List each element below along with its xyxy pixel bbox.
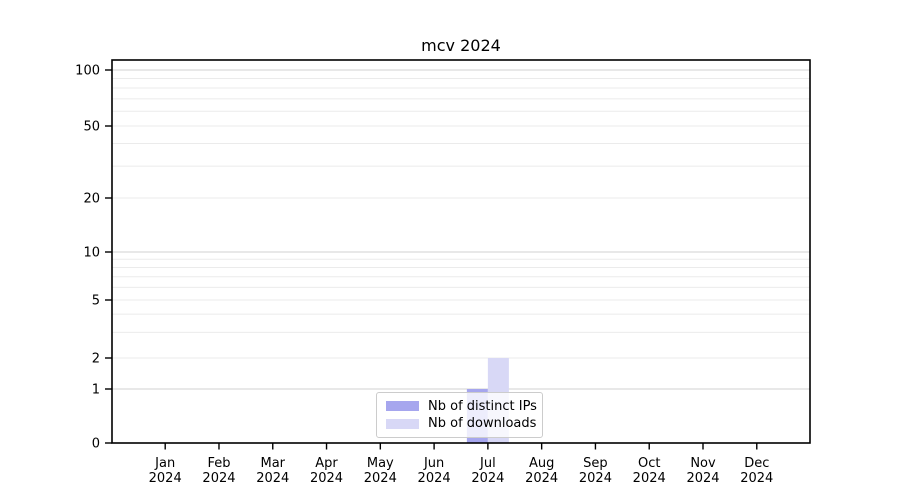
y-tick-label-50: 50 [83, 120, 100, 135]
x-tick-year-jul: 2024 [471, 471, 504, 486]
y-tick-label-1: 1 [92, 383, 100, 398]
legend-item-distinct-ips: Nb of distinct IPs [386, 399, 537, 414]
x-tick-year-dec: 2024 [740, 471, 773, 486]
y-tick-label-0: 0 [92, 437, 100, 452]
y-tick-label-5: 5 [92, 294, 100, 309]
x-tick-year-may: 2024 [364, 471, 397, 486]
x-tick-label-oct: Oct [638, 456, 660, 471]
x-tick-label-apr: Apr [315, 456, 338, 471]
x-tick-label-jul: Jul [479, 456, 496, 471]
y-tick-label-20: 20 [83, 192, 100, 207]
x-tick-label-aug: Aug [529, 456, 554, 471]
x-tick-year-jan: 2024 [149, 471, 182, 486]
x-tick-year-mar: 2024 [256, 471, 289, 486]
legend: Nb of distinct IPs Nb of downloads [376, 392, 543, 438]
legend-label-distinct-ips: Nb of distinct IPs [428, 398, 537, 414]
chart-title: mcv 2024 [421, 36, 501, 55]
x-tick-label-nov: Nov [690, 456, 716, 471]
x-tick-year-nov: 2024 [686, 471, 719, 486]
x-tick-year-apr: 2024 [310, 471, 343, 486]
legend-item-downloads: Nb of downloads [386, 416, 537, 432]
x-tick-year-sep: 2024 [579, 471, 612, 486]
y-tick-label-10: 10 [83, 246, 100, 261]
y-tick-label-100: 100 [75, 64, 100, 79]
legend-swatch-distinct-ips-icon [386, 401, 419, 412]
y-tick-label-2: 2 [92, 352, 100, 367]
legend-label-downloads: Nb of downloads [428, 416, 537, 432]
x-tick-label-jun: Jun [423, 456, 444, 471]
x-tick-label-mar: Mar [260, 456, 285, 471]
x-tick-year-oct: 2024 [633, 471, 666, 486]
x-tick-label-dec: Dec [744, 456, 769, 471]
x-tick-label-jan: Jan [154, 456, 175, 471]
x-tick-label-sep: Sep [583, 456, 608, 471]
x-tick-label-may: May [367, 456, 394, 471]
x-tick-label-feb: Feb [207, 456, 230, 471]
x-tick-year-feb: 2024 [202, 471, 235, 486]
x-tick-year-jun: 2024 [418, 471, 451, 486]
legend-swatch-downloads-icon [386, 418, 419, 429]
x-tick-year-aug: 2024 [525, 471, 558, 486]
